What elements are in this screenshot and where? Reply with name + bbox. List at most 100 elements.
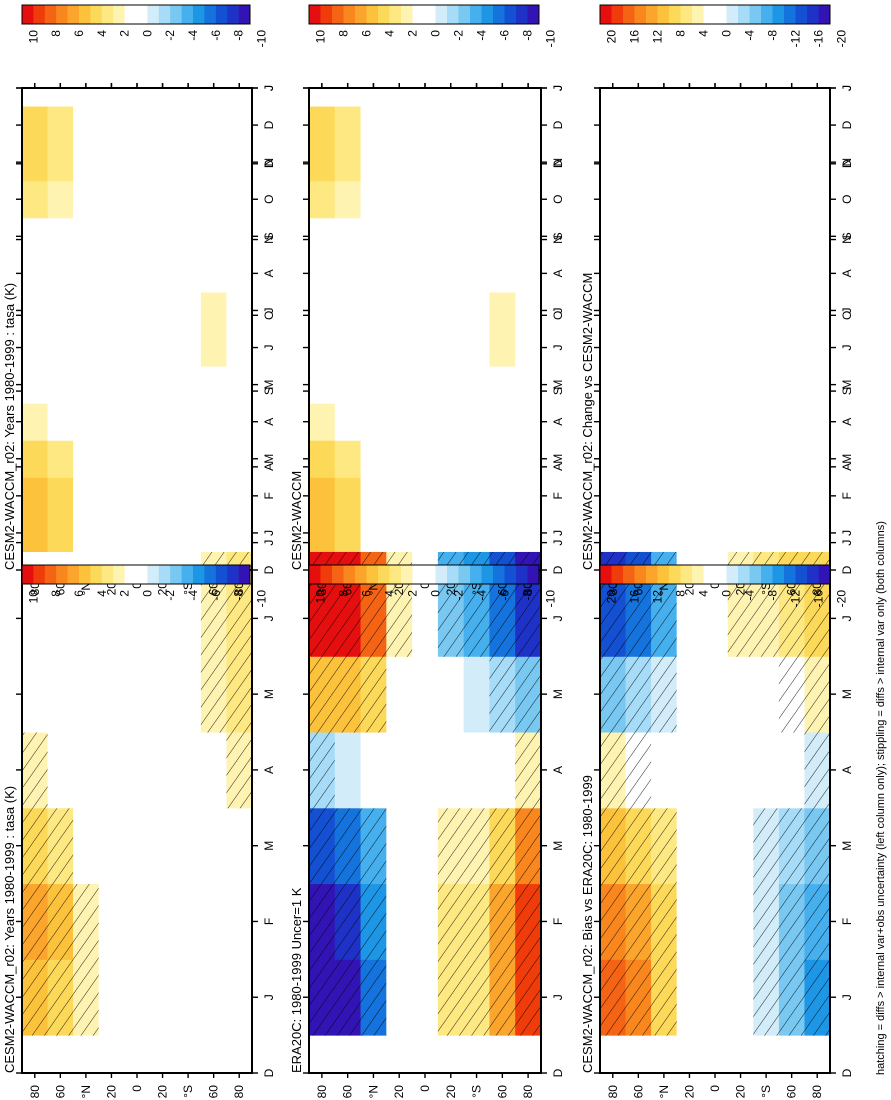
month-tick-label: N bbox=[840, 158, 854, 167]
hatch-cell bbox=[625, 656, 652, 733]
hatch-cell bbox=[753, 807, 780, 885]
month-tick-label: O bbox=[262, 311, 276, 320]
colorbar-label: 8 bbox=[674, 30, 688, 37]
heatmap-cell bbox=[702, 329, 729, 367]
colorbar-swatch bbox=[738, 565, 750, 584]
colorbar-label: 8 bbox=[337, 590, 351, 597]
heatmap-cell bbox=[200, 366, 227, 404]
heatmap-cell bbox=[334, 403, 362, 441]
lat-tick-label: 20 bbox=[104, 1085, 118, 1099]
colorbar-swatch bbox=[772, 565, 785, 584]
colorbar-swatch bbox=[703, 565, 716, 584]
month-tick-label: N bbox=[262, 158, 276, 167]
month-tick-label: F bbox=[551, 492, 565, 499]
lat-tick-label: °N bbox=[79, 582, 93, 595]
heatmap-cell bbox=[412, 291, 439, 330]
heatmap-cell bbox=[727, 403, 754, 441]
heatmap-cell bbox=[625, 440, 652, 478]
heatmap-cell bbox=[226, 477, 253, 515]
hatch-cell bbox=[309, 959, 336, 1036]
colorbar-swatch bbox=[600, 565, 612, 584]
colorbar-label: -6 bbox=[498, 30, 512, 41]
colorbar-swatch bbox=[204, 565, 217, 584]
hatch-cell bbox=[200, 656, 227, 733]
heatmap-cell bbox=[149, 656, 176, 733]
heatmap-cell bbox=[309, 477, 336, 515]
heatmap-cell bbox=[437, 732, 465, 809]
colorbar-label: -4 bbox=[186, 590, 200, 601]
heatmap-cell bbox=[753, 440, 780, 478]
lat-tick-label: 0 bbox=[708, 1085, 722, 1092]
panel-title: CESM2-WACCM bbox=[289, 471, 304, 570]
colorbar-swatch bbox=[715, 565, 727, 584]
heatmap-cell bbox=[778, 514, 805, 552]
hatch-cell bbox=[334, 580, 362, 657]
colorbar-swatch bbox=[343, 565, 356, 584]
lat-tick-label: °N bbox=[657, 582, 671, 595]
heatmap-cell bbox=[386, 106, 413, 145]
heatmap-cell bbox=[309, 106, 336, 145]
colorbar-swatch bbox=[481, 565, 494, 584]
colorbar-swatch bbox=[44, 5, 57, 24]
heatmap-cell bbox=[515, 180, 542, 219]
heatmap-cell bbox=[778, 329, 805, 367]
heatmap-cell bbox=[175, 732, 202, 809]
colorbar-swatch bbox=[623, 565, 635, 584]
month-tick-label: F bbox=[262, 918, 276, 925]
heatmap-cell bbox=[149, 477, 176, 515]
heatmap-cell bbox=[98, 291, 125, 330]
heatmap-cell bbox=[651, 329, 678, 367]
lat-tick-label: 0 bbox=[130, 1085, 144, 1092]
heatmap-cell bbox=[309, 329, 336, 367]
heatmap-cell bbox=[412, 403, 439, 441]
heatmap-cell bbox=[98, 477, 125, 515]
heatmap-cell bbox=[437, 180, 465, 219]
colorbar-swatch bbox=[193, 565, 205, 584]
hatch-cell bbox=[334, 959, 362, 1036]
heatmap-cell bbox=[98, 732, 125, 809]
heatmap-cell bbox=[412, 883, 439, 960]
hatch-cell bbox=[753, 959, 780, 1036]
heatmap-cell bbox=[360, 180, 387, 219]
heatmap-cell bbox=[412, 217, 439, 256]
colorbar-label: 16 bbox=[628, 590, 642, 604]
heatmap-cell bbox=[200, 329, 227, 367]
heatmap-cell bbox=[73, 329, 100, 367]
colorbar-swatch bbox=[147, 5, 160, 24]
heatmap-cell bbox=[778, 217, 805, 256]
heatmap-cell bbox=[47, 329, 74, 367]
heatmap-cell bbox=[73, 291, 100, 330]
heatmap-cell bbox=[149, 403, 176, 441]
heatmap-cell bbox=[360, 477, 387, 515]
lat-tick-label: °S bbox=[181, 1085, 195, 1098]
month-tick-label: J bbox=[551, 307, 565, 313]
heatmap-cell bbox=[702, 656, 729, 733]
heatmap-cell bbox=[360, 217, 387, 256]
hatch-cell bbox=[360, 807, 387, 885]
heatmap-cell bbox=[778, 440, 805, 478]
month-tick-label: J bbox=[840, 85, 854, 91]
colorbar-label: -6 bbox=[498, 590, 512, 601]
colorbar-frame bbox=[21, 4, 251, 25]
heatmap-cell bbox=[437, 329, 465, 367]
colorbar-swatch bbox=[611, 5, 624, 24]
hatch-cell bbox=[489, 580, 516, 657]
month-tick-label: D bbox=[262, 565, 276, 574]
month-tick-label: N bbox=[840, 235, 854, 244]
hatch-cell bbox=[73, 883, 100, 960]
heatmap-cell bbox=[226, 180, 253, 219]
heatmap-cell bbox=[753, 403, 780, 441]
heatmap-cell bbox=[226, 291, 253, 330]
heatmap-cell bbox=[309, 143, 336, 182]
heatmap-cell bbox=[73, 580, 100, 657]
heatmap-cell bbox=[489, 254, 516, 293]
colorbar-swatch bbox=[147, 565, 160, 584]
heatmap-cell bbox=[149, 514, 176, 552]
colorbar-swatch bbox=[692, 565, 704, 584]
hatch-cell bbox=[22, 807, 49, 885]
lat-tick-label: 60 bbox=[785, 1085, 799, 1099]
month-tick-label: D bbox=[551, 159, 565, 168]
heatmap-cell bbox=[515, 366, 542, 404]
heatmap-cell bbox=[463, 143, 490, 182]
